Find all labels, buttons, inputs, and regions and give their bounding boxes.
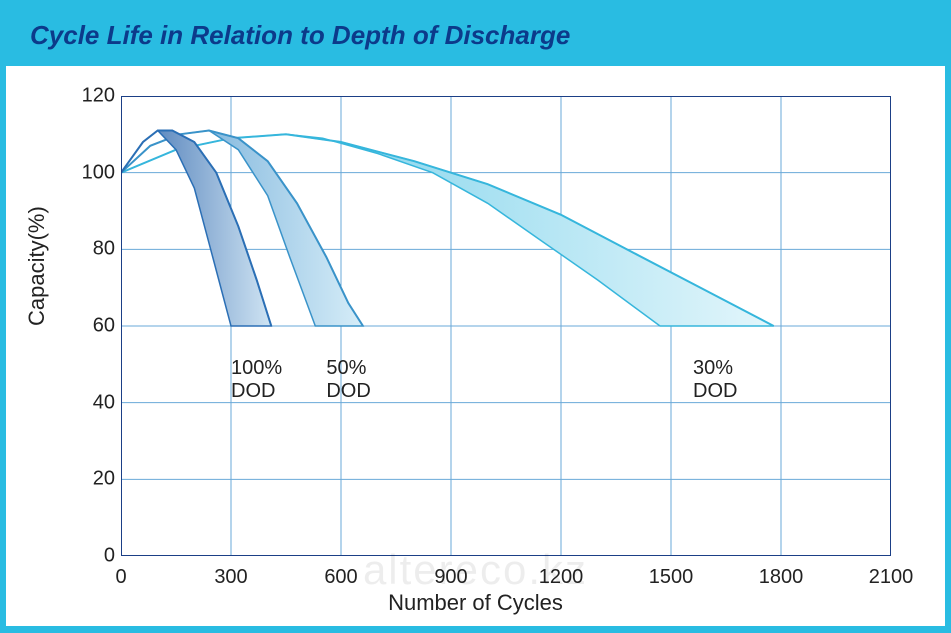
x-tick-label: 600 bbox=[311, 566, 371, 589]
y-tick-label: 20 bbox=[55, 468, 115, 491]
x-tick-label: 900 bbox=[421, 566, 481, 589]
x-tick-label: 1500 bbox=[641, 566, 701, 589]
outer-frame: Cycle Life in Relation to Depth of Disch… bbox=[0, 0, 951, 633]
y-axis-label: Capacity(%) bbox=[24, 206, 50, 326]
y-tick-label: 120 bbox=[55, 85, 115, 108]
y-tick-label: 0 bbox=[55, 545, 115, 568]
y-tick-label: 40 bbox=[55, 391, 115, 414]
x-tick-label: 0 bbox=[91, 566, 151, 589]
x-axis-label: Number of Cycles bbox=[6, 590, 945, 616]
series-label: 30% DOD bbox=[693, 357, 737, 403]
y-tick-label: 100 bbox=[55, 161, 115, 184]
x-tick-label: 1800 bbox=[751, 566, 811, 589]
y-tick-label: 80 bbox=[55, 238, 115, 261]
series-label: 50% DOD bbox=[326, 357, 370, 403]
chart-svg bbox=[121, 96, 891, 556]
x-tick-label: 2100 bbox=[861, 566, 921, 589]
series-label: 100% DOD bbox=[231, 357, 282, 403]
chart-panel: Capacity(%) 0 20 40 60 80 100 120 0 300 600 900 12… bbox=[6, 66, 945, 626]
x-tick-label: 300 bbox=[201, 566, 261, 589]
y-tick-label: 60 bbox=[55, 315, 115, 338]
x-tick-label: 1200 bbox=[531, 566, 591, 589]
title-bar: Cycle Life in Relation to Depth of Disch… bbox=[6, 6, 945, 66]
plot-area bbox=[121, 96, 891, 556]
chart-title: Cycle Life in Relation to Depth of Disch… bbox=[30, 20, 570, 50]
